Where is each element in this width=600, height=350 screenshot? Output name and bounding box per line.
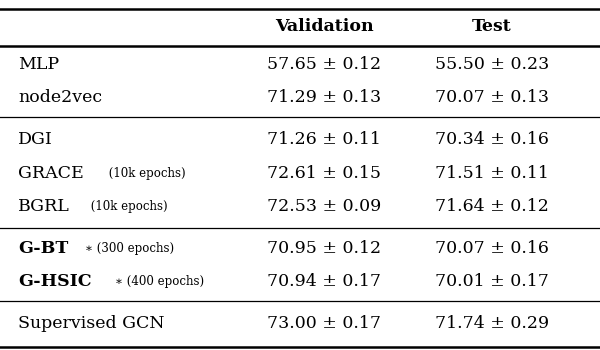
Text: 72.61 ± 0.15: 72.61 ± 0.15 [267, 165, 381, 182]
Text: 70.94 ± 0.17: 70.94 ± 0.17 [267, 273, 381, 290]
Text: 73.00 ± 0.17: 73.00 ± 0.17 [267, 315, 381, 332]
Text: 70.07 ± 0.16: 70.07 ± 0.16 [435, 240, 549, 257]
Text: 71.74 ± 0.29: 71.74 ± 0.29 [435, 315, 549, 332]
Text: 71.26 ± 0.11: 71.26 ± 0.11 [267, 132, 381, 148]
Text: Supervised GCN: Supervised GCN [18, 315, 164, 332]
Text: ∗ (400 epochs): ∗ (400 epochs) [115, 275, 204, 288]
Text: 70.01 ± 0.17: 70.01 ± 0.17 [435, 273, 549, 290]
Text: 70.34 ± 0.16: 70.34 ± 0.16 [435, 132, 549, 148]
Text: (10k epochs): (10k epochs) [104, 167, 185, 180]
Text: (10k epochs): (10k epochs) [86, 200, 167, 213]
Text: BGRL: BGRL [18, 198, 70, 215]
Text: G-BT: G-BT [18, 240, 68, 257]
Text: 57.65 ± 0.12: 57.65 ± 0.12 [267, 56, 381, 73]
Text: Validation: Validation [275, 18, 373, 35]
Text: 70.07 ± 0.13: 70.07 ± 0.13 [435, 90, 549, 106]
Text: ∗ (300 epochs): ∗ (300 epochs) [85, 242, 174, 255]
Text: 71.64 ± 0.12: 71.64 ± 0.12 [435, 198, 549, 215]
Text: 71.51 ± 0.11: 71.51 ± 0.11 [435, 165, 549, 182]
Text: node2vec: node2vec [18, 90, 102, 106]
Text: 55.50 ± 0.23: 55.50 ± 0.23 [435, 56, 549, 73]
Text: G-HSIC: G-HSIC [18, 273, 92, 290]
Text: Test: Test [472, 18, 512, 35]
Text: DGI: DGI [18, 132, 53, 148]
Text: 70.95 ± 0.12: 70.95 ± 0.12 [267, 240, 381, 257]
Text: MLP: MLP [18, 56, 59, 73]
Text: 72.53 ± 0.09: 72.53 ± 0.09 [267, 198, 381, 215]
Text: 71.29 ± 0.13: 71.29 ± 0.13 [267, 90, 381, 106]
Text: GRACE: GRACE [18, 165, 84, 182]
